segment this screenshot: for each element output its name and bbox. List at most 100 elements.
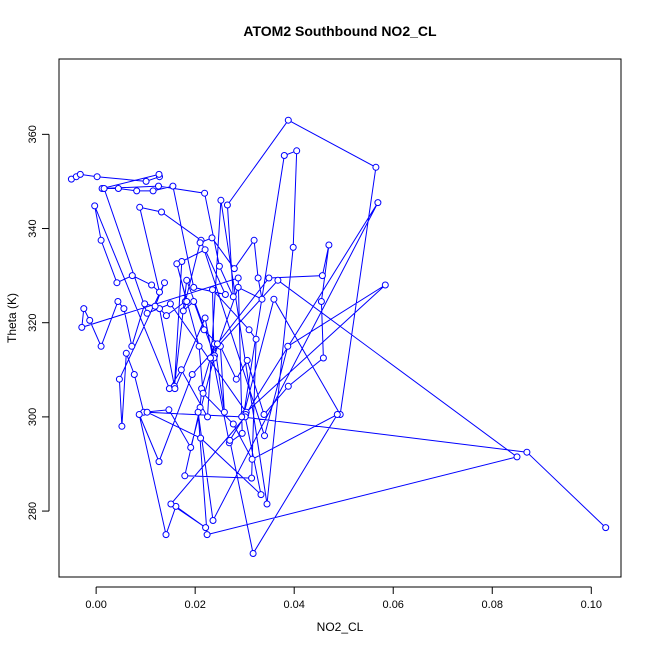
data-point: [243, 356, 251, 364]
data-point: [238, 413, 246, 421]
data-point: [202, 524, 210, 532]
data-point: [143, 408, 151, 416]
data-point: [318, 272, 326, 280]
data-point: [319, 354, 327, 362]
x-tick-label: 0.08: [482, 599, 503, 611]
data-point: [177, 366, 185, 374]
data-point: [148, 281, 156, 289]
data-point: [183, 276, 191, 284]
data-point: [257, 491, 265, 499]
data-point: [199, 389, 207, 397]
data-point: [190, 283, 198, 291]
data-point: [245, 326, 253, 334]
data-point: [173, 260, 181, 268]
data-point: [284, 116, 292, 124]
data-point: [158, 208, 165, 216]
data-point: [208, 234, 216, 242]
data-point: [238, 429, 246, 437]
data-point: [234, 274, 242, 282]
data-point: [78, 323, 86, 331]
data-point: [221, 291, 229, 298]
data-point: [115, 375, 123, 383]
data-point: [317, 298, 325, 305]
data-point: [374, 199, 382, 207]
data-point: [143, 309, 151, 317]
data-point: [128, 272, 136, 280]
y-tick-label: 320: [27, 314, 39, 332]
data-point: [196, 239, 204, 247]
data-point: [142, 177, 150, 185]
data-point: [133, 187, 141, 195]
data-point: [602, 524, 610, 532]
data-point: [120, 305, 128, 313]
data-point: [200, 326, 208, 334]
data-point: [381, 281, 389, 289]
data-point: [372, 163, 380, 171]
data-point: [162, 312, 170, 320]
data-point: [194, 408, 202, 416]
data-point: [213, 340, 221, 348]
data-point: [263, 500, 271, 508]
data-point: [130, 371, 138, 378]
data-point: [86, 316, 94, 324]
data-point: [258, 295, 266, 303]
data-point: [155, 182, 162, 190]
data-point: [325, 241, 333, 249]
plot-frame: [58, 58, 622, 578]
data-point: [260, 411, 268, 418]
data-point: [135, 411, 143, 418]
data-point: [97, 236, 105, 244]
x-tick-label: 0.06: [383, 599, 404, 611]
data-point: [118, 422, 126, 430]
data-point: [248, 455, 256, 463]
data-point: [234, 283, 242, 291]
data-point: [93, 173, 101, 181]
data-point: [523, 448, 531, 456]
data-point: [128, 342, 136, 350]
x-tick-label: 0.00: [85, 599, 106, 611]
data-point: [165, 406, 173, 414]
data-point: [171, 385, 179, 393]
data-point: [167, 500, 175, 508]
data-point: [149, 187, 157, 195]
x-axis: 0.00 0.02 0.04 0.06 0.08 0.10: [85, 586, 602, 611]
data-point: [252, 335, 260, 343]
data-point: [270, 295, 278, 303]
data-point: [254, 274, 262, 282]
data-point: [215, 262, 223, 270]
x-tick-label: 0.04: [283, 599, 304, 611]
data-point: [169, 182, 177, 190]
data-point: [203, 531, 211, 539]
y-axis-label: Theta (K): [5, 293, 19, 343]
data-point: [156, 288, 163, 296]
series-layer: [67, 116, 610, 557]
y-tick-label: 280: [27, 502, 39, 520]
data-point: [114, 298, 122, 305]
data-point: [207, 354, 214, 362]
data-point: [293, 147, 301, 155]
y-tick-label: 300: [27, 408, 39, 426]
data-point: [190, 298, 198, 305]
data-point: [201, 189, 209, 197]
data-point: [80, 305, 88, 313]
data-point: [162, 531, 170, 539]
data-point: [187, 444, 195, 451]
data-point: [201, 246, 209, 254]
data-point: [166, 300, 174, 308]
data-point: [274, 276, 282, 284]
x-tick-label: 0.02: [184, 599, 205, 611]
data-point: [333, 411, 341, 418]
y-tick-label: 360: [27, 125, 39, 143]
data-point: [230, 265, 238, 273]
data-point: [155, 458, 163, 466]
data-point: [204, 413, 211, 421]
data-point: [223, 201, 231, 209]
data-point: [161, 279, 168, 287]
data-point: [209, 286, 216, 294]
x-axis-label: NO2_CL: [317, 620, 364, 634]
data-point: [289, 243, 297, 251]
data-point: [141, 300, 149, 308]
data-point: [217, 196, 225, 204]
